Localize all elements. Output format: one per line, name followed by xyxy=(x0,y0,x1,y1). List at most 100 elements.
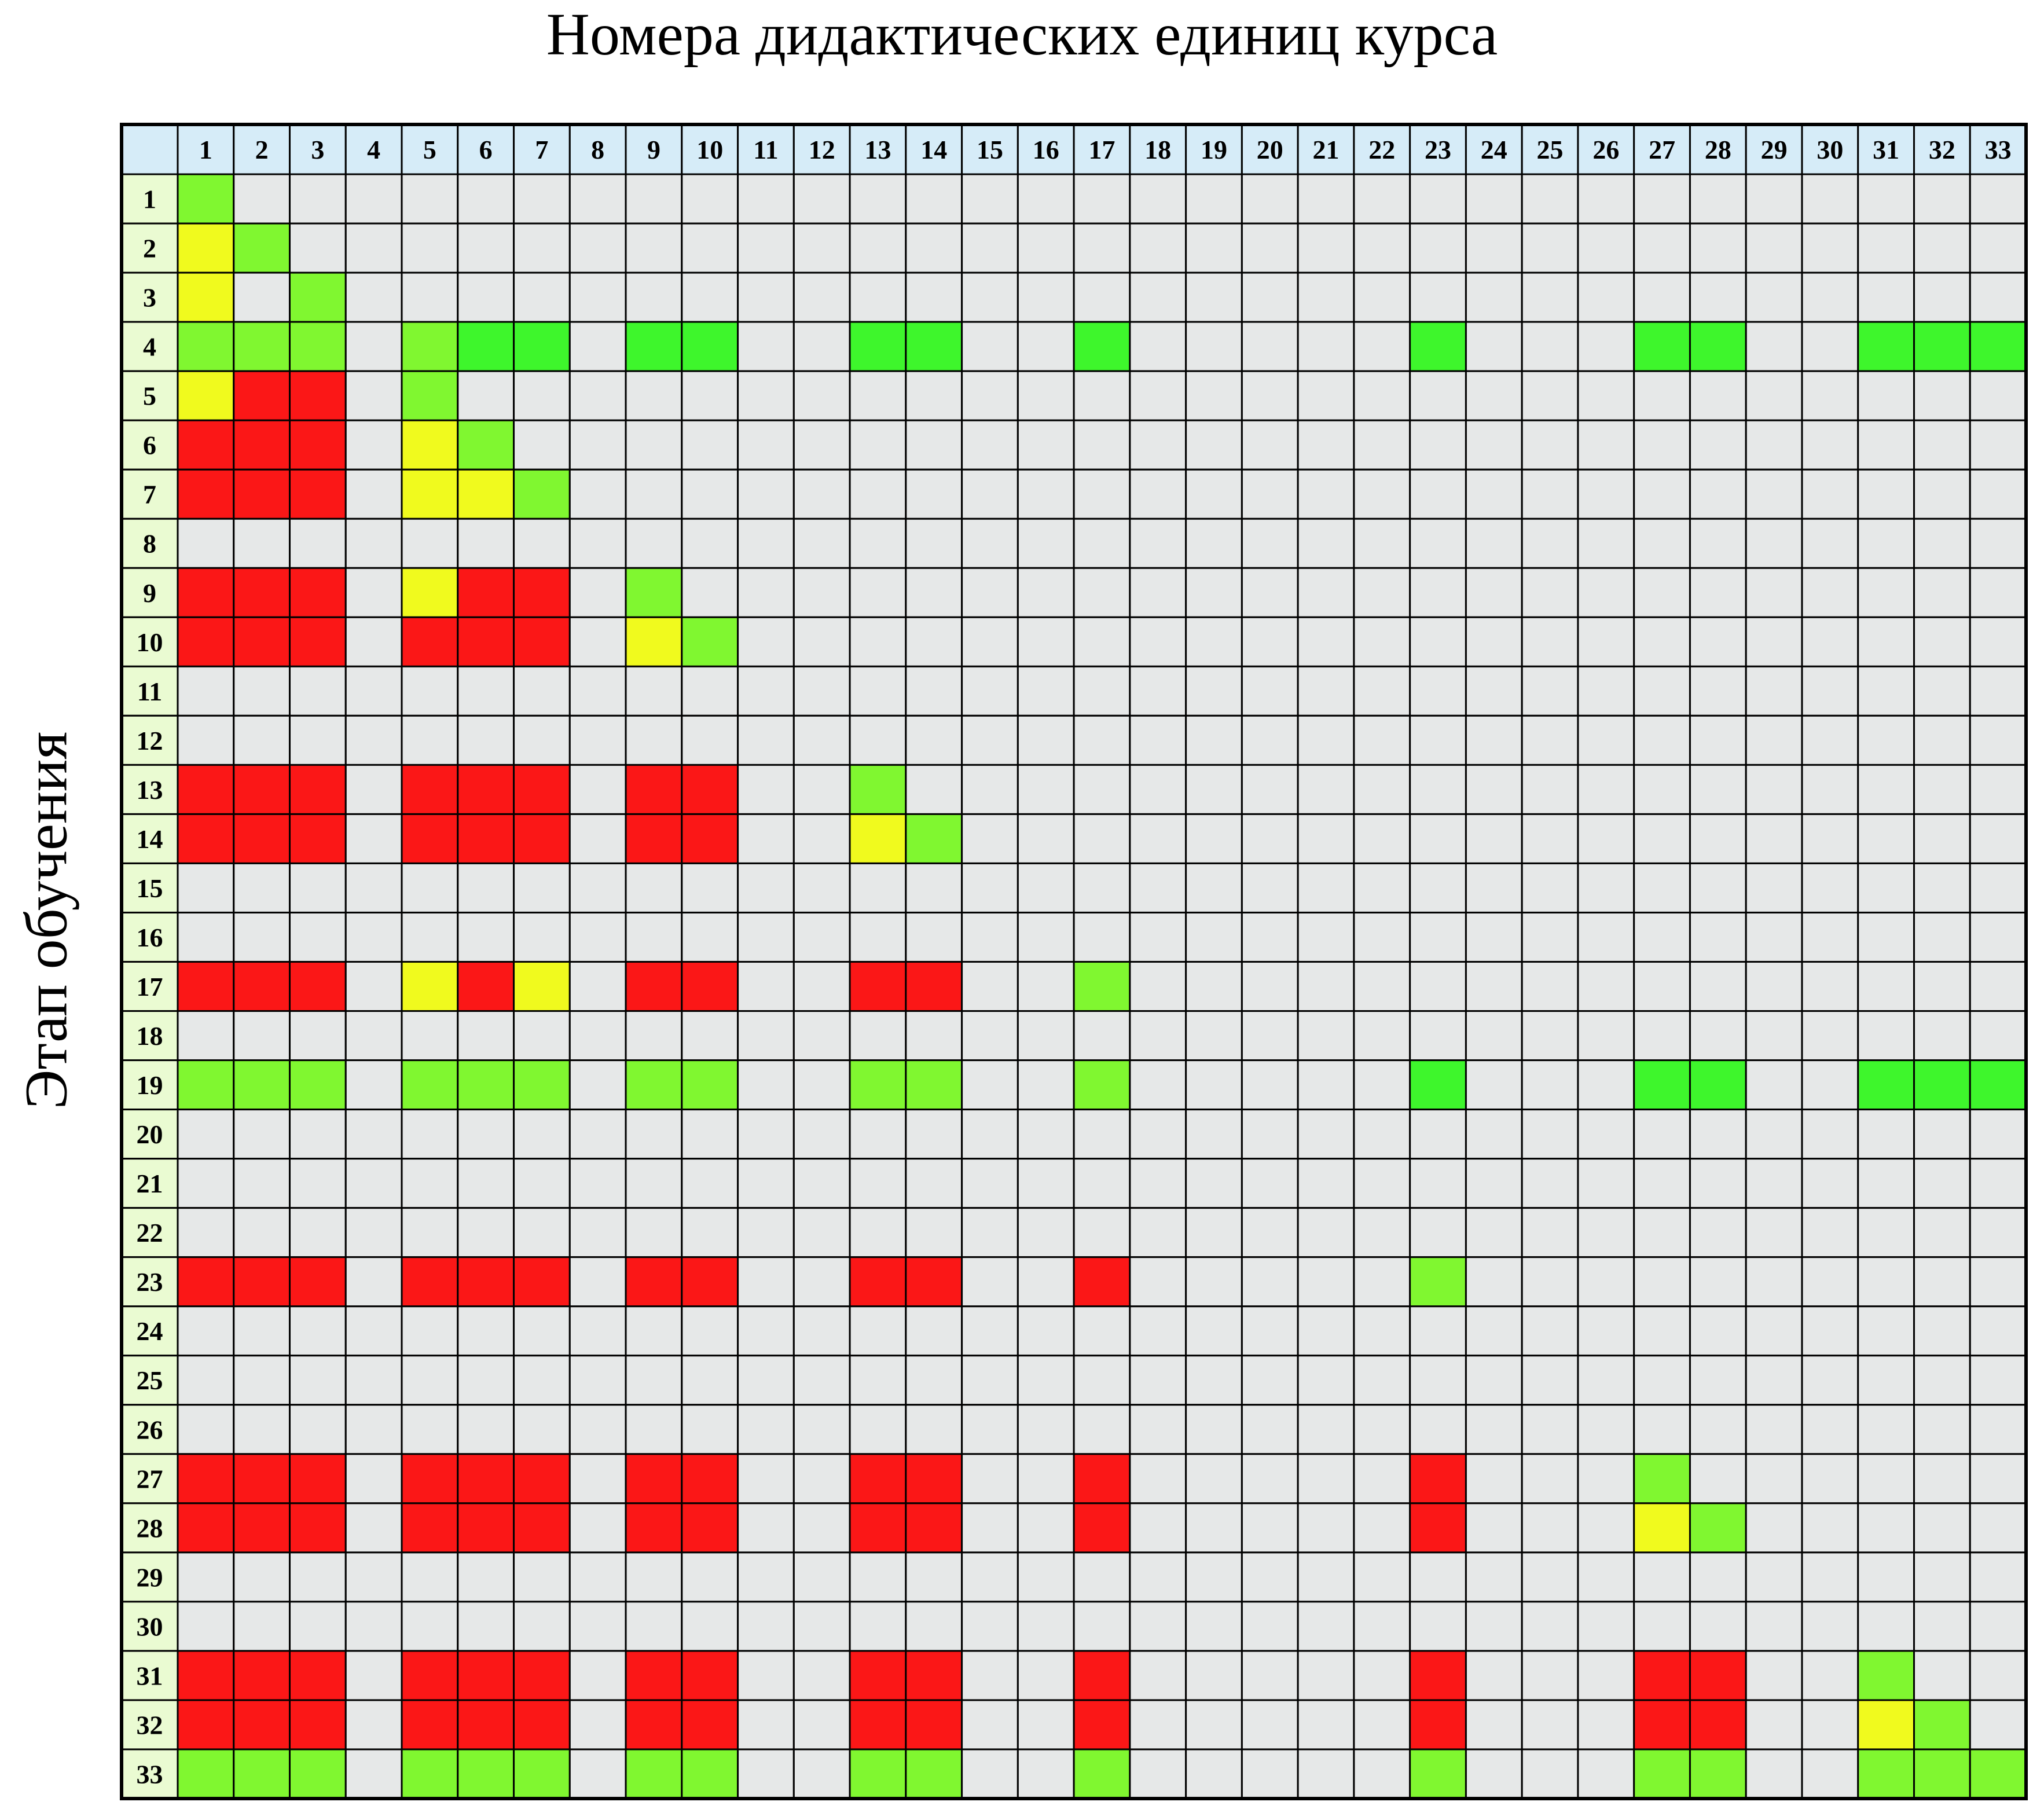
heatmap-cell xyxy=(1521,714,1579,766)
heatmap-cell xyxy=(344,1256,403,1308)
heatmap-cell xyxy=(457,1601,515,1652)
heatmap-cell xyxy=(792,1601,851,1652)
column-header-cell xyxy=(625,123,683,175)
heatmap-cell xyxy=(1633,911,1691,963)
heatmap-cell xyxy=(457,468,515,520)
heatmap-cell xyxy=(905,1699,963,1751)
heatmap-cell xyxy=(1353,1502,1411,1554)
heatmap-cell xyxy=(1241,862,1299,913)
heatmap-cell xyxy=(792,567,851,618)
y-tick-label: 5 xyxy=(143,381,156,411)
heatmap-cell xyxy=(1465,518,1523,569)
heatmap-cell xyxy=(737,1551,795,1603)
heatmap-cell xyxy=(961,1256,1019,1308)
heatmap-cell xyxy=(1017,567,1075,618)
heatmap-cell xyxy=(457,1650,515,1701)
heatmap-cell xyxy=(1353,370,1411,421)
heatmap-cell xyxy=(961,1551,1019,1603)
heatmap-cell xyxy=(1801,1699,1859,1751)
heatmap-cell xyxy=(344,222,403,274)
heatmap-cell xyxy=(1297,173,1355,225)
y-tick-label: 3 xyxy=(143,283,156,313)
heatmap-cell xyxy=(1969,567,2027,618)
heatmap-cell xyxy=(1745,419,1803,471)
x-tick-label: 20 xyxy=(1257,135,1283,164)
heatmap-cell xyxy=(177,1305,235,1357)
y-tick-label: 22 xyxy=(137,1218,163,1247)
heatmap-cell xyxy=(1689,1551,1747,1603)
heatmap-cell xyxy=(1073,1207,1131,1258)
heatmap-cell xyxy=(457,1551,515,1603)
heatmap-cell xyxy=(1241,1601,1299,1652)
heatmap-cell xyxy=(289,1010,347,1062)
heatmap-cell xyxy=(1073,1650,1131,1701)
heatmap-cell xyxy=(1409,370,1467,421)
heatmap-cell xyxy=(961,222,1019,274)
row-header-cell xyxy=(120,1010,179,1062)
heatmap-cell xyxy=(849,1256,907,1308)
heatmap-cell xyxy=(1353,764,1411,815)
heatmap-cell xyxy=(905,173,963,225)
heatmap-cell xyxy=(681,370,739,421)
heatmap-cell xyxy=(1185,1305,1243,1357)
heatmap-cell xyxy=(289,271,347,323)
heatmap-cell xyxy=(625,1601,683,1652)
heatmap-cell xyxy=(233,222,291,274)
heatmap-cell xyxy=(1521,1699,1579,1751)
x-tick-label: 14 xyxy=(920,135,947,164)
heatmap-cell xyxy=(1913,518,1971,569)
heatmap-cell xyxy=(1353,271,1411,323)
heatmap-cell xyxy=(1913,370,1971,421)
heatmap-cell xyxy=(1017,714,1075,766)
heatmap-cell xyxy=(1969,370,2027,421)
heatmap-cell xyxy=(1409,1453,1467,1505)
heatmap-cell xyxy=(737,370,795,421)
row-header-cell xyxy=(120,960,179,1012)
heatmap-cell xyxy=(344,1010,403,1062)
heatmap-cell xyxy=(1857,714,1915,766)
heatmap-cell xyxy=(1073,1551,1131,1603)
heatmap-cell xyxy=(1297,271,1355,323)
heatmap-cell xyxy=(457,1059,515,1111)
heatmap-cell xyxy=(1409,271,1467,323)
heatmap-cell xyxy=(737,173,795,225)
heatmap-cell xyxy=(1129,1699,1187,1751)
heatmap-cell xyxy=(289,1207,347,1258)
heatmap-cell xyxy=(1129,222,1187,274)
heatmap-cell xyxy=(625,911,683,963)
heatmap-cell xyxy=(792,222,851,274)
heatmap-cell xyxy=(1073,370,1131,421)
heatmap-cell xyxy=(1409,321,1467,372)
heatmap-cell xyxy=(401,468,459,520)
heatmap-cell xyxy=(961,1158,1019,1209)
heatmap-cell xyxy=(1409,1256,1467,1308)
heatmap-cell xyxy=(1465,1256,1523,1308)
heatmap-cell xyxy=(1969,1404,2027,1455)
heatmap-cell xyxy=(961,1699,1019,1751)
heatmap-cell xyxy=(849,1207,907,1258)
heatmap-cell xyxy=(1409,764,1467,815)
heatmap-cell xyxy=(1465,222,1523,274)
heatmap-cell xyxy=(1801,1305,1859,1357)
heatmap-cell xyxy=(1185,1109,1243,1160)
heatmap-cell xyxy=(1129,370,1187,421)
heatmap-cell xyxy=(289,1601,347,1652)
heatmap-cell xyxy=(568,862,627,913)
heatmap-cell xyxy=(681,1502,739,1554)
heatmap-cell xyxy=(1577,1305,1635,1357)
heatmap-cell xyxy=(1521,764,1579,815)
heatmap-cell xyxy=(1577,1256,1635,1308)
x-tick-label: 6 xyxy=(479,135,493,164)
heatmap-cell xyxy=(681,1305,739,1357)
x-tick-label: 1 xyxy=(199,135,212,164)
heatmap-cell xyxy=(1185,173,1243,225)
heatmap-cell xyxy=(1353,419,1411,471)
heatmap-cell xyxy=(737,813,795,864)
heatmap-cell xyxy=(1241,518,1299,569)
column-header-cell xyxy=(1465,123,1523,175)
heatmap-cell xyxy=(961,1010,1019,1062)
heatmap-cell xyxy=(1241,1453,1299,1505)
heatmap-cell xyxy=(1185,518,1243,569)
heatmap-cell xyxy=(177,1551,235,1603)
